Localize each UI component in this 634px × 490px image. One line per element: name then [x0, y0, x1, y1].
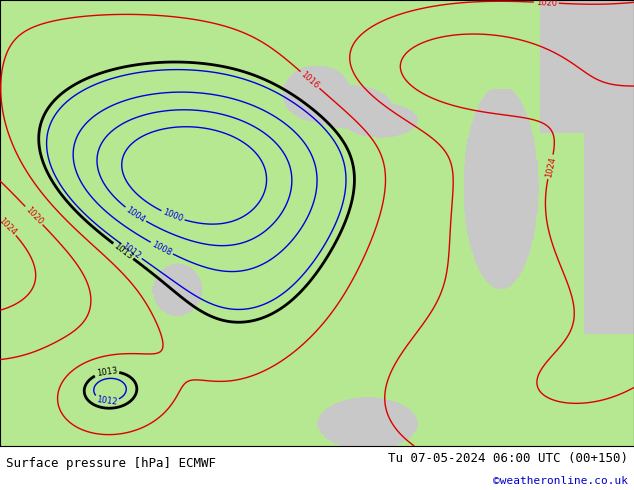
Text: 1013: 1013: [112, 241, 134, 261]
Text: 1004: 1004: [124, 205, 146, 224]
Text: 1016: 1016: [299, 70, 321, 90]
Text: 1024: 1024: [0, 216, 18, 237]
Text: 1024: 1024: [544, 156, 557, 178]
Text: 1020: 1020: [23, 205, 44, 226]
Text: 1013: 1013: [96, 366, 118, 378]
Text: 1020: 1020: [536, 0, 557, 8]
Text: Surface pressure [hPa] ECMWF: Surface pressure [hPa] ECMWF: [6, 457, 216, 469]
Text: 1012: 1012: [120, 242, 143, 261]
Text: 1000: 1000: [162, 208, 184, 224]
Text: 1012: 1012: [96, 395, 118, 407]
Text: 1008: 1008: [150, 239, 173, 257]
Text: ©weatheronline.co.uk: ©weatheronline.co.uk: [493, 476, 628, 486]
Text: Tu 07-05-2024 06:00 UTC (00+150): Tu 07-05-2024 06:00 UTC (00+150): [387, 452, 628, 465]
